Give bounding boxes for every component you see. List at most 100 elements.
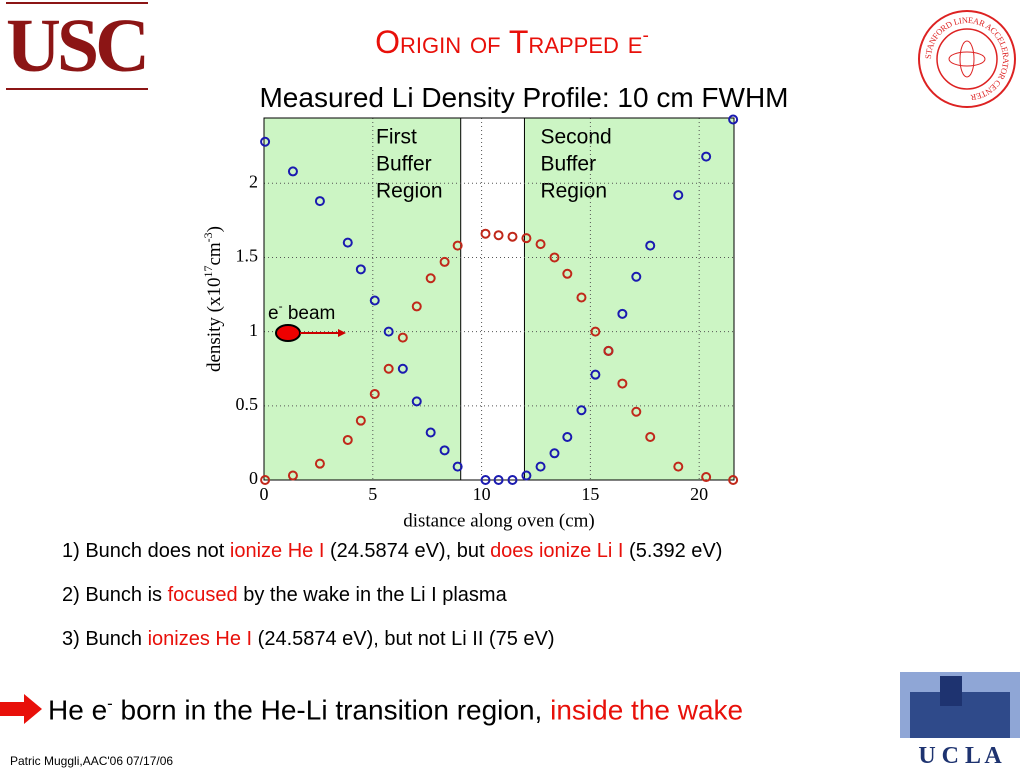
y-tick-label: 1.5: [236, 246, 259, 266]
text-segment: (24.5874 eV), but not Li II (75 eV): [252, 628, 555, 650]
region-label: Second: [540, 126, 611, 149]
footer: Patric Muggli,AAC'06 07/17/06: [10, 754, 174, 768]
point: [562, 268, 573, 279]
point: [369, 295, 380, 306]
x-tick-label: 10: [473, 484, 491, 504]
point: [673, 190, 684, 201]
y-axis-label-part: -3: [201, 232, 215, 242]
point: [535, 239, 546, 250]
region-label: Region: [376, 180, 443, 203]
point: [425, 273, 436, 284]
point: [425, 427, 436, 438]
title: Origin of Trapped e-: [0, 24, 1024, 61]
point: [645, 240, 656, 251]
arrow-shape: [0, 694, 42, 724]
text-segment: (5.392 eV): [623, 540, 723, 562]
region-label: Buffer: [376, 153, 432, 176]
point: [342, 237, 353, 248]
point: [260, 136, 271, 147]
text-segment: by the wake in the Li I plasma: [237, 584, 507, 606]
text-segment: He e: [48, 694, 108, 726]
usc-text: USC: [6, 4, 150, 88]
bullet: 1) Bunch does not ionize He I (24.5874 e…: [62, 540, 722, 563]
point: [549, 448, 560, 459]
beam: [275, 324, 301, 342]
text-segment: inside the wake: [550, 694, 744, 726]
y-tick-label: 0.5: [236, 394, 259, 414]
point: [411, 301, 422, 312]
region-label: Region: [540, 180, 607, 203]
point: [397, 332, 408, 343]
annotation-sup: -: [279, 299, 283, 313]
point: [701, 151, 712, 162]
point: [576, 292, 587, 303]
point: [645, 431, 656, 442]
seal-atom: [948, 51, 986, 67]
region: [264, 118, 461, 480]
point: [521, 470, 532, 481]
point: [355, 264, 366, 275]
y-axis-label-part: ): [204, 226, 225, 232]
text-segment: focused: [167, 584, 238, 606]
arrow-icon: [0, 694, 42, 724]
point: [383, 363, 394, 374]
point: [631, 271, 642, 282]
point: [701, 472, 712, 483]
x-axis-label: distance along oven (cm): [403, 510, 595, 531]
point: [728, 114, 739, 125]
point: [576, 405, 587, 416]
point: [535, 461, 546, 472]
seal-inner: [936, 28, 998, 90]
bullet: 2) Bunch is focused by the wake in the L…: [62, 584, 507, 607]
y-axis-label-part: density (x10: [204, 278, 225, 372]
point: [631, 406, 642, 417]
x-tick-label: 5: [368, 484, 377, 504]
region-label: Buffer: [540, 153, 596, 176]
text-segment: -: [107, 694, 113, 713]
point: [355, 415, 366, 426]
point: [411, 396, 422, 407]
point: [549, 252, 560, 263]
point: [452, 240, 463, 251]
annotation-text: beam: [283, 303, 336, 324]
text-segment: 1) Bunch does not: [62, 540, 230, 562]
point: [383, 326, 394, 337]
title-text: Origin of Trapped e: [375, 24, 643, 60]
annotation-text: e: [268, 303, 279, 324]
point: [562, 431, 573, 442]
point: [287, 470, 298, 481]
y-axis-label-part: cm: [204, 242, 225, 265]
bullet: 3) Bunch ionizes He I (24.5874 eV), but …: [62, 628, 555, 651]
point: [493, 230, 504, 241]
x-tick-label: 15: [581, 484, 599, 504]
region-label: First: [376, 126, 417, 149]
point: [521, 233, 532, 244]
beam-arrowhead: [338, 329, 346, 337]
ucla-logo: U C L A: [900, 672, 1020, 769]
point: [342, 434, 353, 445]
ucla-text: U C L A: [918, 743, 1002, 769]
annotation: e- beam: [268, 299, 335, 324]
slac-seal: STANFORD LINEAR ACCELERATOR CENTER: [918, 10, 1016, 108]
ucla-image: [900, 672, 1020, 738]
y-tick-label: 1: [249, 320, 258, 340]
text-segment: born in the He-Li transition region,: [112, 694, 551, 726]
point: [314, 196, 325, 207]
point: [617, 378, 628, 389]
x-tick-label: 0: [260, 484, 269, 504]
title-sup: -: [642, 25, 649, 47]
text-segment: ionizes He I: [147, 628, 253, 650]
tower: [940, 676, 962, 706]
x-tick-label: 20: [690, 484, 708, 504]
seal-atom: [959, 40, 975, 78]
text-segment: (24.5874 eV), but: [324, 540, 491, 562]
point: [507, 475, 518, 485]
text-segment: does ionize Li I: [490, 540, 624, 562]
point: [480, 475, 491, 485]
point: [260, 475, 271, 485]
point: [287, 166, 298, 177]
point: [673, 461, 684, 472]
seal-ring: [918, 10, 1016, 108]
point: [507, 231, 518, 242]
